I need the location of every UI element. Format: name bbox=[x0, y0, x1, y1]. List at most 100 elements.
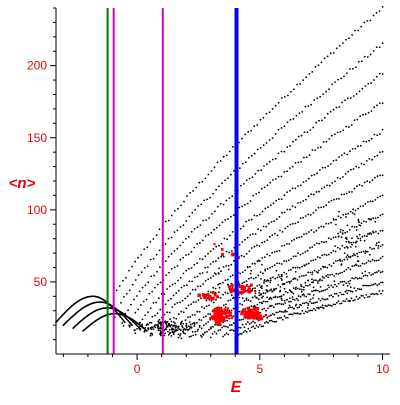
data-point bbox=[240, 184, 242, 187]
data-point bbox=[279, 286, 282, 288]
data-point bbox=[205, 322, 207, 325]
data-point bbox=[277, 274, 280, 276]
data-point bbox=[225, 303, 227, 306]
data-point bbox=[194, 288, 197, 291]
data-point bbox=[218, 185, 220, 188]
data-point bbox=[181, 299, 184, 302]
data-point bbox=[353, 226, 356, 228]
data-point bbox=[289, 189, 291, 192]
data-point bbox=[252, 194, 255, 197]
data-point bbox=[365, 293, 368, 296]
data-point bbox=[121, 322, 124, 324]
data-point bbox=[348, 126, 350, 128]
data-point bbox=[333, 292, 336, 295]
data-point bbox=[355, 295, 358, 298]
data-point bbox=[147, 327, 150, 330]
data-point bbox=[374, 217, 377, 220]
data-point bbox=[318, 242, 321, 245]
data-point bbox=[376, 104, 378, 107]
data-point bbox=[351, 243, 353, 246]
data-point bbox=[339, 248, 341, 250]
data-point bbox=[289, 282, 291, 284]
data-point bbox=[319, 299, 322, 302]
highlight-point bbox=[257, 313, 260, 316]
data-point bbox=[381, 255, 384, 258]
data-point bbox=[151, 333, 154, 336]
data-point bbox=[260, 229, 262, 232]
data-point bbox=[188, 267, 190, 270]
data-point bbox=[154, 324, 157, 326]
highlight-point bbox=[209, 316, 212, 320]
highlight-point bbox=[216, 315, 219, 318]
data-point bbox=[338, 156, 340, 158]
data-point bbox=[332, 262, 335, 265]
data-point bbox=[344, 173, 347, 175]
data-point bbox=[278, 302, 281, 305]
highlight-point bbox=[214, 314, 217, 318]
data-point bbox=[189, 191, 192, 194]
data-point bbox=[269, 279, 272, 282]
data-point bbox=[349, 279, 352, 282]
data-point bbox=[317, 206, 320, 209]
data-point bbox=[165, 324, 168, 327]
data-point bbox=[115, 310, 117, 313]
data-point bbox=[339, 177, 342, 180]
data-point bbox=[300, 275, 303, 277]
data-point bbox=[366, 56, 369, 58]
data-point bbox=[292, 222, 294, 225]
data-point bbox=[305, 198, 307, 201]
data-point bbox=[328, 253, 330, 256]
data-point bbox=[243, 255, 246, 258]
data-point bbox=[201, 239, 204, 242]
data-point bbox=[302, 181, 305, 184]
data-point bbox=[267, 321, 269, 324]
data-point bbox=[200, 327, 203, 330]
data-point bbox=[280, 297, 283, 300]
data-point bbox=[340, 236, 343, 239]
data-point bbox=[346, 247, 349, 249]
data-point bbox=[351, 277, 353, 280]
data-point bbox=[354, 209, 357, 212]
data-point bbox=[125, 292, 128, 295]
data-point bbox=[311, 273, 314, 276]
data-point bbox=[154, 326, 157, 329]
data-point bbox=[220, 255, 223, 258]
data-point bbox=[365, 284, 368, 287]
data-point bbox=[323, 277, 325, 279]
data-point bbox=[300, 134, 303, 137]
data-point bbox=[371, 284, 373, 286]
data-point bbox=[340, 193, 343, 196]
data-point bbox=[150, 321, 153, 324]
data-point bbox=[277, 128, 280, 131]
data-point bbox=[349, 246, 352, 248]
data-point bbox=[218, 224, 221, 227]
data-point bbox=[170, 214, 173, 217]
data-point bbox=[309, 298, 312, 301]
data-point bbox=[291, 165, 294, 168]
data-point bbox=[163, 293, 166, 295]
data-point bbox=[375, 46, 378, 48]
data-point bbox=[305, 301, 308, 304]
data-point bbox=[223, 237, 226, 240]
data-point bbox=[252, 287, 254, 290]
data-point bbox=[169, 318, 171, 320]
data-point bbox=[266, 268, 269, 270]
data-point bbox=[344, 237, 347, 240]
data-point bbox=[262, 116, 265, 119]
data-point bbox=[134, 279, 137, 281]
data-point bbox=[258, 294, 261, 297]
data-point bbox=[179, 258, 182, 261]
data-point bbox=[218, 273, 220, 275]
highlight-point bbox=[221, 253, 225, 257]
data-point bbox=[378, 290, 381, 292]
data-point bbox=[334, 303, 337, 306]
data-point bbox=[298, 266, 301, 269]
data-point bbox=[243, 281, 246, 284]
data-point bbox=[207, 252, 209, 255]
data-point bbox=[312, 126, 315, 129]
data-point bbox=[275, 320, 278, 323]
data-point bbox=[283, 299, 286, 302]
data-point bbox=[167, 299, 170, 302]
data-point bbox=[321, 254, 324, 257]
data-point bbox=[322, 93, 324, 95]
